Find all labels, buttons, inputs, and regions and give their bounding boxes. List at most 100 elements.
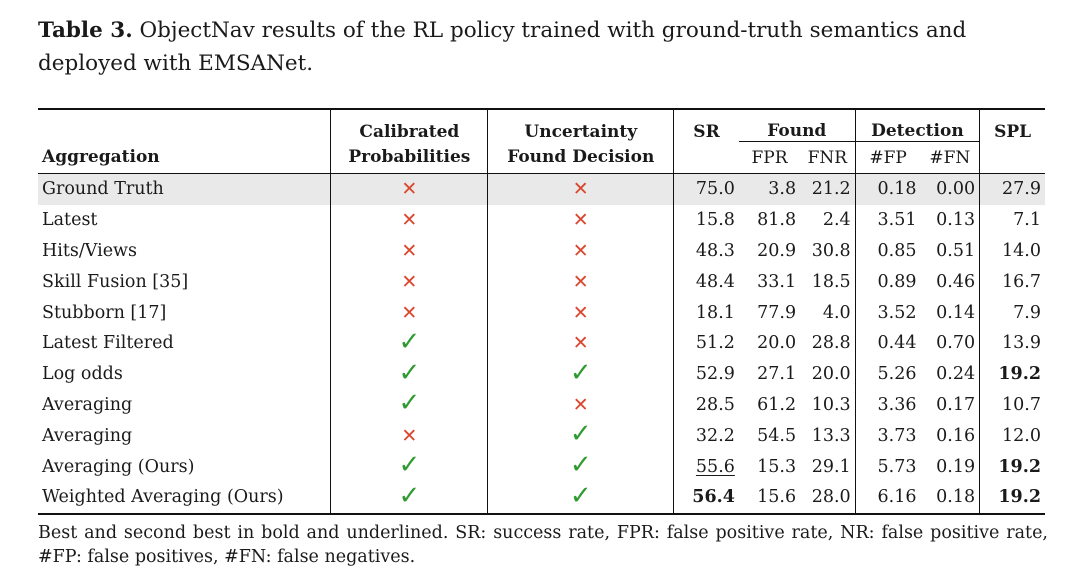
header-probabilities: Probabilities bbox=[330, 141, 488, 174]
cell-fnr: 28.8 bbox=[800, 328, 855, 359]
cell-aggregation-value: Weighted Averaging (Ours) bbox=[42, 487, 284, 508]
cell-nfn: 0.16 bbox=[920, 420, 979, 451]
cell-nfp-value: 5.26 bbox=[877, 364, 917, 385]
cell-aggregation-value: Ground Truth bbox=[42, 179, 164, 200]
cell-fnr: 18.5 bbox=[800, 266, 855, 297]
cell-spl: 14.0 bbox=[979, 235, 1045, 267]
header-detection: Detection bbox=[854, 108, 980, 142]
cell-sr-value: 32.2 bbox=[695, 425, 735, 446]
cell-spl-value: 16.7 bbox=[1002, 271, 1041, 292]
cell-sr: 56.4 bbox=[673, 481, 739, 515]
header-fnr: FNR bbox=[807, 147, 848, 168]
cell-nfp: 3.52 bbox=[854, 297, 921, 328]
cell-fnr: 10.3 bbox=[800, 390, 855, 421]
cell-aggregation: Log odds bbox=[38, 359, 331, 390]
header-calibrated: Calibrated bbox=[330, 108, 488, 142]
results-table: Calibrated Uncertainty SR Found Detectio… bbox=[38, 108, 1045, 515]
cell-calibrated: ✓ bbox=[330, 326, 488, 359]
cross-icon: ✕ bbox=[401, 209, 418, 232]
cell-sr-value: 52.9 bbox=[695, 364, 735, 385]
cell-nfn: 0.18 bbox=[920, 481, 980, 515]
cell-aggregation-value: Log odds bbox=[42, 364, 123, 385]
cell-nfp-value: 3.51 bbox=[877, 210, 917, 231]
cell-fpr-value: 54.5 bbox=[757, 425, 797, 446]
cell-nfn: 0.19 bbox=[920, 451, 979, 482]
check-icon: ✓ bbox=[398, 388, 421, 419]
cross-icon: ✕ bbox=[401, 424, 418, 447]
header-uncertainty: Uncertainty bbox=[487, 108, 674, 142]
header-fpr: FPR bbox=[751, 147, 788, 168]
cell-nfn-value: 0.46 bbox=[936, 271, 976, 292]
cell-sr: 75.0 bbox=[673, 172, 739, 205]
table-row: Log odds ✓ ✓ 52.9 27.1 20.0 5.26 0.24 19.2 bbox=[38, 357, 1045, 390]
cell-calibrated: ✓ bbox=[330, 388, 488, 421]
cell-spl: 27.9 bbox=[979, 172, 1045, 205]
cell-sr: 18.1 bbox=[673, 297, 739, 328]
cell-sr: 52.9 bbox=[673, 358, 739, 390]
cross-icon: ✕ bbox=[572, 393, 589, 416]
cell-fpr: 61.2 bbox=[739, 390, 800, 421]
cell-nfn: 0.70 bbox=[920, 328, 979, 359]
cell-fpr-value: 20.0 bbox=[757, 333, 797, 354]
cell-nfp: 0.85 bbox=[854, 235, 921, 267]
cell-uncertainty: ✓ bbox=[487, 450, 674, 482]
cell-fpr: 33.1 bbox=[739, 266, 800, 297]
cell-nfp: 3.73 bbox=[854, 420, 921, 452]
cross-icon: ✕ bbox=[572, 178, 589, 201]
cell-nfn: 0.13 bbox=[920, 205, 979, 236]
cross-icon: ✕ bbox=[572, 239, 589, 262]
cell-nfn-value: 0.14 bbox=[936, 302, 976, 323]
cell-nfp: 5.73 bbox=[854, 451, 921, 482]
cell-nfp-value: 0.44 bbox=[877, 333, 917, 354]
cell-uncertainty: ✕ bbox=[487, 297, 674, 328]
table-row: Hits/Views ✕ ✕ 48.3 20.9 30.8 0.85 0.51 14.0 bbox=[38, 235, 1045, 267]
cell-sr: 51.2 bbox=[673, 327, 739, 359]
cross-icon: ✕ bbox=[572, 332, 589, 355]
cell-fpr-value: 33.1 bbox=[757, 271, 797, 292]
check-icon: ✓ bbox=[398, 326, 421, 357]
cell-aggregation: Skill Fusion [35] bbox=[38, 266, 331, 297]
cell-nfp: 0.89 bbox=[854, 266, 921, 298]
cell-fnr: 30.8 bbox=[800, 236, 855, 267]
cross-icon: ✕ bbox=[572, 209, 589, 232]
cell-spl: 16.7 bbox=[979, 266, 1045, 298]
cell-nfp: 3.36 bbox=[854, 389, 921, 421]
cell-calibrated: ✓ bbox=[330, 357, 488, 390]
cell-fpr-value: 61.2 bbox=[757, 394, 797, 415]
cell-spl: 10.7 bbox=[979, 389, 1045, 421]
check-icon: ✓ bbox=[569, 450, 592, 481]
cross-icon: ✕ bbox=[401, 301, 418, 324]
check-icon: ✓ bbox=[398, 357, 421, 388]
cell-aggregation: Ground Truth bbox=[38, 172, 331, 205]
cell-fpr-value: 15.3 bbox=[757, 456, 797, 477]
table-row: Ground Truth ✕ ✕ 75.0 3.8 21.2 0.18 0.00 27.9 bbox=[38, 172, 1045, 205]
cell-sr: 48.3 bbox=[673, 235, 739, 267]
cell-fnr-value: 13.3 bbox=[811, 425, 851, 446]
header-found-decision: Found Decision bbox=[487, 141, 674, 174]
cell-nfn-value: 0.18 bbox=[936, 487, 976, 508]
cell-spl-value: 14.0 bbox=[1002, 240, 1041, 261]
cell-sr-value: 51.2 bbox=[695, 333, 735, 354]
cell-calibrated: ✕ bbox=[330, 204, 488, 236]
check-icon: ✓ bbox=[569, 357, 592, 388]
cell-sr-value: 56.4 bbox=[692, 487, 735, 508]
check-icon: ✓ bbox=[569, 480, 592, 511]
cell-fpr-value: 27.1 bbox=[757, 364, 797, 385]
cell-spl: 13.9 bbox=[979, 327, 1045, 359]
cell-sr: 15.8 bbox=[673, 204, 739, 236]
cross-icon: ✕ bbox=[401, 270, 418, 293]
cell-nfp-value: 3.73 bbox=[877, 425, 917, 446]
cell-sr-value: 48.4 bbox=[695, 271, 735, 292]
cell-nfn-value: 0.16 bbox=[936, 425, 976, 446]
cell-aggregation-value: Stubborn [17] bbox=[42, 302, 167, 323]
table-row: Averaging ✓ ✕ 28.5 61.2 10.3 3.36 0.17 10.7 bbox=[38, 388, 1045, 421]
cell-aggregation-value: Averaging (Ours) bbox=[42, 456, 195, 477]
cell-nfn: 0.46 bbox=[920, 266, 979, 297]
cell-uncertainty: ✕ bbox=[487, 389, 674, 421]
cell-fpr: 54.5 bbox=[739, 420, 800, 451]
cell-nfn-value: 0.19 bbox=[936, 456, 976, 477]
cell-uncertainty: ✕ bbox=[487, 266, 674, 298]
cell-fnr-value: 4.0 bbox=[822, 302, 851, 323]
cell-aggregation-value: Averaging bbox=[42, 394, 133, 415]
cell-nfn-value: 0.00 bbox=[936, 179, 976, 200]
